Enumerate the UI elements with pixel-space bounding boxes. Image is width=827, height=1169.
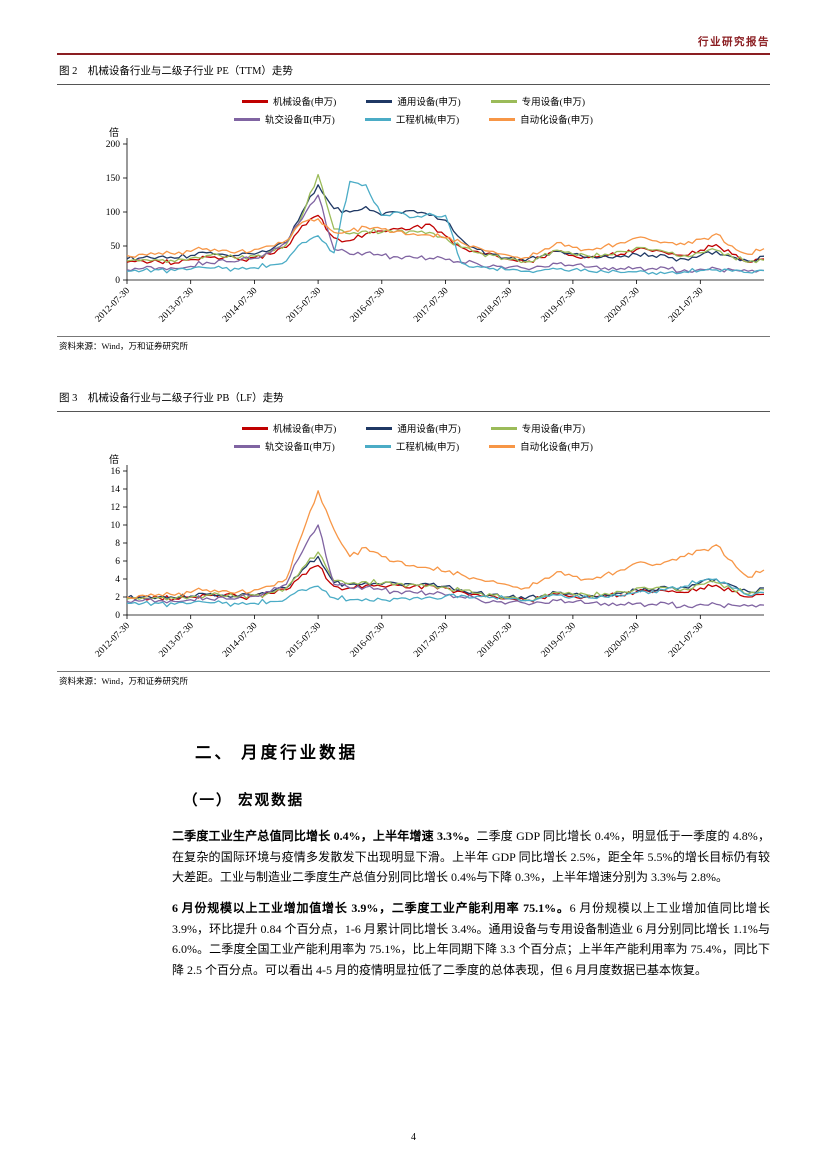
legend-line-swatch xyxy=(489,117,516,121)
svg-text:200: 200 xyxy=(106,140,121,150)
svg-text:2017-07-30: 2017-07-30 xyxy=(412,286,451,325)
header-rule xyxy=(57,53,770,55)
svg-text:2020-07-30: 2020-07-30 xyxy=(603,621,642,660)
legend-item: 轨交设备Ⅱ(申万) xyxy=(234,439,335,453)
svg-text:2018-07-30: 2018-07-30 xyxy=(476,621,515,660)
svg-text:2018-07-30: 2018-07-30 xyxy=(476,286,515,325)
legend-label: 机械设备(申万) xyxy=(273,425,337,435)
legend-label: 专用设备(申万) xyxy=(521,425,585,435)
legend-item: 机械设备(申万) xyxy=(242,421,336,435)
figure3-legend: 机械设备(申万) 通用设备(申万) 专用设备(申万) 轨交设备Ⅱ(申万) 工程机械(申万… xyxy=(57,421,770,453)
svg-text:2013-07-30: 2013-07-30 xyxy=(157,286,196,325)
body-text: 二季度工业生产总值同比增长 0.4%，上半年增速 3.3%。二季度 GDP 同比… xyxy=(172,826,770,980)
paragraph-macro-gdp: 二季度工业生产总值同比增长 0.4%，上半年增速 3.3%。二季度 GDP 同比… xyxy=(172,826,770,888)
legend-line-swatch xyxy=(242,426,268,430)
legend-line-swatch xyxy=(490,99,517,103)
svg-text:10: 10 xyxy=(111,521,121,531)
figure2-caption: 图 2 机械设备行业与二级子行业 PE（TTM）走势 xyxy=(57,55,770,85)
legend-line-swatch xyxy=(234,117,261,121)
subsection-heading: （一） 宏观数据 xyxy=(183,793,305,809)
legend-item: 自动化设备(申万) xyxy=(489,112,593,126)
legend-label: 工程机械(申万) xyxy=(395,443,460,453)
legend-line-swatch xyxy=(490,426,517,430)
legend-item: 通用设备(申万) xyxy=(366,421,461,435)
legend-label: 轨交设备Ⅱ(申万) xyxy=(265,443,335,453)
paragraph-industrial-output: 6 月份规模以上工业增加值增长 3.9%，二季度工业产能利用率 75.1%。6 … xyxy=(172,898,770,981)
svg-text:12: 12 xyxy=(111,503,121,513)
svg-text:8: 8 xyxy=(115,539,120,549)
figure2-source: 资料来源：Wind，万和证券研究所 xyxy=(57,336,770,352)
svg-text:2013-07-30: 2013-07-30 xyxy=(157,621,196,660)
legend-item: 专用设备(申万) xyxy=(490,94,585,108)
paragraph-body: 6 月份规模以上工业增加值同比增长 3.9%，环比提升 0.84 个百分点，1-… xyxy=(172,900,770,977)
legend-item: 专用设备(申万) xyxy=(490,421,585,435)
svg-text:100: 100 xyxy=(106,208,121,218)
legend-label: 轨交设备Ⅱ(申万) xyxy=(265,116,335,126)
legend-line-swatch xyxy=(242,99,268,103)
legend-line-swatch xyxy=(364,117,391,121)
legend-label: 自动化设备(申万) xyxy=(520,116,593,126)
svg-text:2014-07-30: 2014-07-30 xyxy=(221,286,260,325)
legend-line-swatch xyxy=(489,444,516,448)
svg-text:2019-07-30: 2019-07-30 xyxy=(540,621,579,660)
svg-text:14: 14 xyxy=(111,485,121,495)
legend-item: 轨交设备Ⅱ(申万) xyxy=(234,112,335,126)
legend-label: 通用设备(申万) xyxy=(397,98,461,108)
legend-line-swatch xyxy=(366,426,393,430)
legend-line-swatch xyxy=(366,99,393,103)
legend-item: 工程机械(申万) xyxy=(364,112,460,126)
legend-label: 自动化设备(申万) xyxy=(520,443,593,453)
svg-text:2019-07-30: 2019-07-30 xyxy=(540,286,579,325)
svg-text:2014-07-30: 2014-07-30 xyxy=(221,621,260,660)
report-type-header: 行业研究报告 xyxy=(698,37,770,48)
legend-item: 自动化设备(申万) xyxy=(489,439,593,453)
figure3-caption: 图 3 机械设备行业与二级子行业 PB（LF）走势 xyxy=(57,382,770,412)
svg-text:2012-07-30: 2012-07-30 xyxy=(94,621,133,660)
svg-text:2021-07-30: 2021-07-30 xyxy=(667,286,706,325)
svg-text:2012-07-30: 2012-07-30 xyxy=(94,286,133,325)
paragraph-body: 二季度 GDP 同比增长 0.4%，明显低于一季度的 4.8%，在复杂的国际环境… xyxy=(172,829,770,885)
pb-lf-line-chart: 0 2 4 6 8 10 12 14 16倍 2012-07-30 2013-07-30 2014-0… xyxy=(94,453,765,660)
svg-text:2017-07-30: 2017-07-30 xyxy=(412,621,451,660)
svg-text:倍: 倍 xyxy=(109,126,119,139)
svg-text:2020-07-30: 2020-07-30 xyxy=(603,286,642,325)
svg-text:2016-07-30: 2016-07-30 xyxy=(349,621,388,660)
svg-text:150: 150 xyxy=(106,174,121,184)
legend-label: 专用设备(申万) xyxy=(521,98,585,108)
svg-text:4: 4 xyxy=(115,575,120,585)
svg-text:倍: 倍 xyxy=(109,453,119,466)
paragraph-lead: 二季度工业生产总值同比增长 0.4%，上半年增速 3.3%。 xyxy=(172,829,477,843)
legend-item: 通用设备(申万) xyxy=(366,94,461,108)
legend-item: 机械设备(申万) xyxy=(242,94,336,108)
svg-text:16: 16 xyxy=(111,467,121,477)
figure3-source: 资料来源：Wind，万和证券研究所 xyxy=(57,671,770,687)
legend-item: 工程机械(申万) xyxy=(364,439,460,453)
figure2-legend: 机械设备(申万) 通用设备(申万) 专用设备(申万) 轨交设备Ⅱ(申万) 工程机械(申万… xyxy=(57,94,770,126)
paragraph-lead: 6 月份规模以上工业增加值增长 3.9%，二季度工业产能利用率 75.1%。 xyxy=(172,900,570,915)
svg-text:2021-07-30: 2021-07-30 xyxy=(667,621,706,660)
legend-label: 机械设备(申万) xyxy=(273,98,337,108)
svg-text:2015-07-30: 2015-07-30 xyxy=(285,621,324,660)
legend-label: 通用设备(申万) xyxy=(397,425,461,435)
svg-text:0: 0 xyxy=(115,276,120,286)
legend-line-swatch xyxy=(234,444,261,448)
svg-text:0: 0 xyxy=(115,611,120,621)
svg-text:2: 2 xyxy=(115,593,120,603)
svg-text:2016-07-30: 2016-07-30 xyxy=(349,286,388,325)
legend-line-swatch xyxy=(364,444,391,448)
svg-text:2015-07-30: 2015-07-30 xyxy=(285,286,324,325)
legend-label: 工程机械(申万) xyxy=(395,116,460,126)
svg-text:50: 50 xyxy=(111,242,121,252)
page-number: 4 xyxy=(411,1132,416,1143)
section-heading: 二、 月度行业数据 xyxy=(195,743,359,762)
svg-text:6: 6 xyxy=(115,557,120,567)
